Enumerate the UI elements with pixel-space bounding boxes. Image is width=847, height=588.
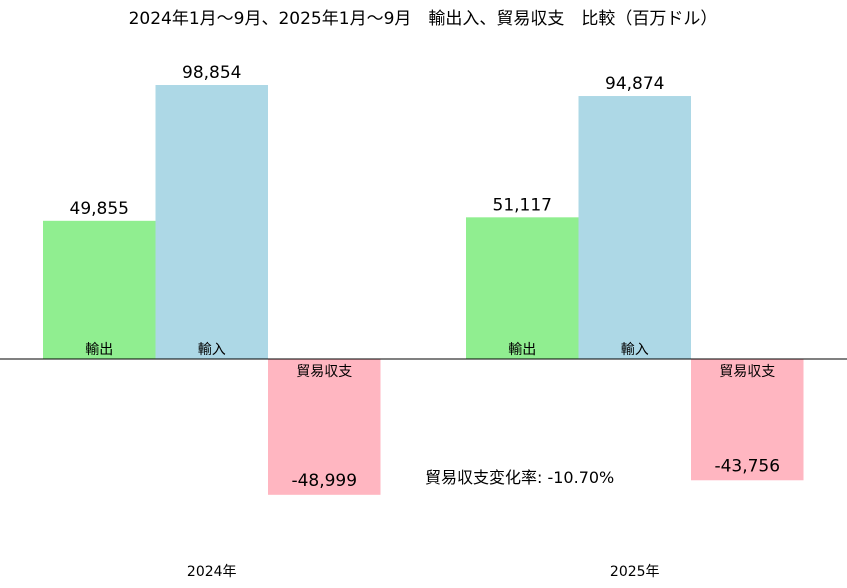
series-label: 貿易収支 xyxy=(296,364,352,380)
bar-trade-balance-1 xyxy=(691,359,804,481)
bar-exports-1 xyxy=(466,217,579,359)
bar-imports-0 xyxy=(155,85,268,359)
value-label: 51,117 xyxy=(493,195,552,215)
category-tick-label: 2024年 xyxy=(187,564,237,580)
value-label: 94,874 xyxy=(605,74,664,94)
chart-title: 2024年1月～9月、2025年1月～9月 輸出入、貿易収支 比較（百万ドル） xyxy=(129,9,718,29)
balance-change-annotation: 貿易収支変化率: -10.70% xyxy=(425,468,614,487)
bar-exports-0 xyxy=(43,220,156,359)
series-label: 輸出 xyxy=(508,342,536,358)
value-label: -43,756 xyxy=(714,456,780,476)
bar-imports-1 xyxy=(578,96,691,360)
bar-trade-balance-0 xyxy=(268,359,381,495)
series-label: 貿易収支 xyxy=(719,364,775,380)
series-label: 輸入 xyxy=(621,342,649,358)
series-label: 輸出 xyxy=(85,342,113,358)
value-label: 98,854 xyxy=(182,63,241,83)
value-label: 49,855 xyxy=(70,199,129,219)
series-label: 輸入 xyxy=(198,342,226,358)
value-label: -48,999 xyxy=(291,471,357,491)
category-tick-label: 2025年 xyxy=(610,564,660,580)
